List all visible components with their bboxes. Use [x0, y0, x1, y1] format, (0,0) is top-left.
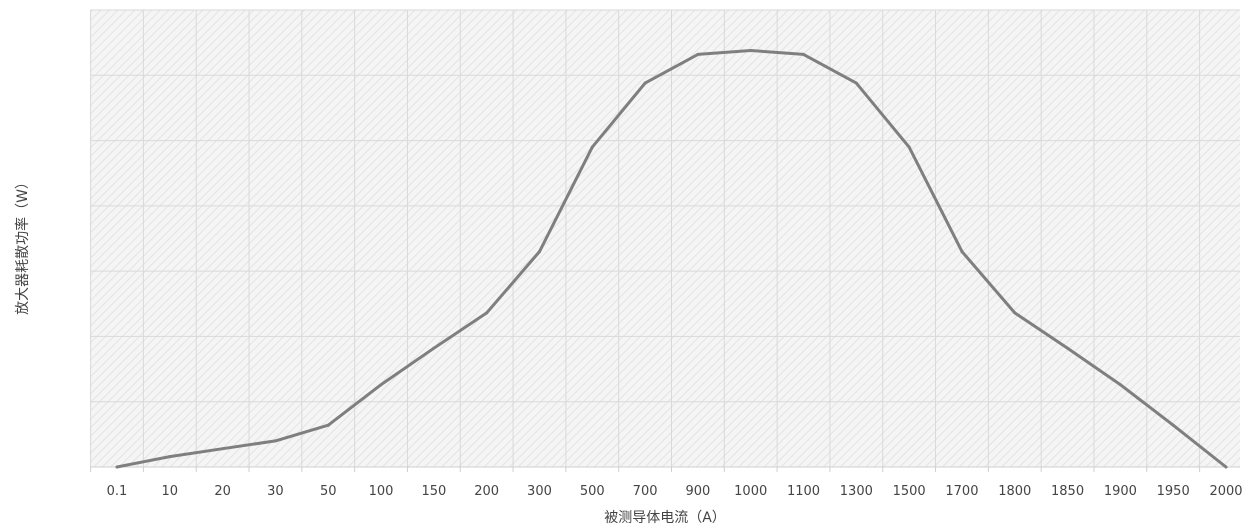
x-tick-label: 30	[267, 484, 284, 499]
data-point	[696, 52, 700, 56]
x-tick-label: 1800	[998, 484, 1031, 499]
data-point	[221, 447, 225, 451]
data-point	[907, 145, 911, 149]
data-point	[432, 346, 436, 350]
data-point	[643, 81, 647, 85]
x-tick-label: 1100	[787, 484, 820, 499]
data-point	[379, 383, 383, 387]
x-tick-label: 1000	[734, 484, 767, 499]
plot-area	[90, 10, 1240, 467]
data-point	[168, 455, 172, 459]
x-tick-label: 1500	[893, 484, 926, 499]
data-point	[590, 145, 594, 149]
x-tick-label: 1700	[945, 484, 978, 499]
horizontal-gridlines	[90, 9, 1240, 403]
x-axis-ticks	[90, 467, 1201, 472]
x-tick-label: 0.1	[107, 484, 128, 499]
data-point	[1066, 346, 1070, 350]
data-point	[115, 465, 119, 469]
data-point	[1013, 311, 1017, 315]
x-tick-label: 700	[633, 484, 658, 499]
data-point	[1171, 423, 1175, 427]
x-tick-label: 900	[685, 484, 710, 499]
x-tick-labels: 0.1 10 20 30 50 100 150 200 300 500 700 900 1000 1100…	[107, 484, 1243, 499]
x-tick-label: 1300	[840, 484, 873, 499]
x-axis-title: 被测导体电流（A）	[604, 510, 726, 526]
x-tick-label: 1850	[1051, 484, 1084, 499]
x-tick-label: 50	[320, 484, 337, 499]
data-point	[802, 52, 806, 56]
x-tick-label: 10	[162, 484, 179, 499]
x-tick-label: 150	[421, 484, 446, 499]
data-point	[960, 250, 964, 254]
data-point	[273, 439, 277, 443]
data-point	[1118, 383, 1122, 387]
x-tick-label: 1950	[1157, 484, 1190, 499]
data-point	[485, 311, 489, 315]
data-point	[749, 48, 753, 52]
x-tick-label: 500	[580, 484, 605, 499]
y-axis-title: 放大器耗散功率（W）	[14, 175, 31, 315]
x-tick-label: 20	[214, 484, 231, 499]
data-point	[854, 81, 858, 85]
data-point	[537, 250, 541, 254]
x-tick-label: 200	[474, 484, 499, 499]
data-point	[326, 423, 330, 427]
x-tick-label: 100	[369, 484, 394, 499]
x-tick-label: 1900	[1104, 484, 1137, 499]
x-tick-label: 2000	[1209, 484, 1242, 499]
series-points	[115, 48, 1228, 469]
data-point	[1224, 465, 1228, 469]
vertical-gridlines	[90, 10, 1201, 467]
series-line	[115, 49, 1228, 469]
x-tick-label: 300	[527, 484, 552, 499]
